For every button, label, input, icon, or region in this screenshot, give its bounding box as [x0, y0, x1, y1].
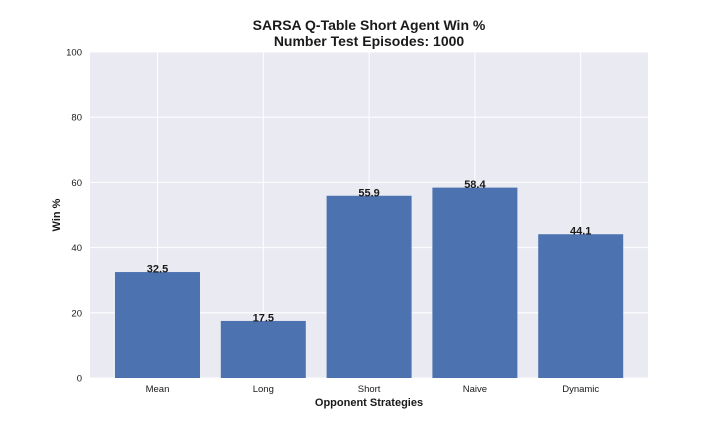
x-tick-label-naive: Naive	[463, 384, 487, 395]
x-tick-label-short: Short	[358, 384, 381, 395]
y-tick-label: 60	[71, 178, 82, 189]
data-label-mean: 32.5	[147, 264, 168, 276]
y-tick-label: 80	[71, 113, 82, 124]
data-label-short: 55.9	[358, 187, 379, 199]
bar-dynamic	[538, 234, 624, 378]
bars	[115, 187, 624, 378]
y-tick-label: 0	[77, 374, 82, 385]
x-tick-label-mean: Mean	[146, 384, 170, 395]
x-axis-label: Opponent Strategies	[315, 397, 423, 409]
data-label-naive: 58.4	[464, 179, 486, 191]
bar-naive	[432, 187, 518, 378]
x-tick-label-long: Long	[253, 384, 274, 395]
x-tick-label-dynamic: Dynamic	[562, 384, 599, 395]
y-axis-ticks: 0 20 40 60 80 100	[66, 48, 82, 385]
data-labels: 32.5 17.5 55.9 58.4 44.1	[147, 179, 592, 324]
data-label-long: 17.5	[253, 312, 274, 324]
y-tick-label: 40	[71, 243, 82, 254]
x-axis-ticks: Mean Long Short Naive Dynamic	[146, 384, 600, 395]
chart-title: SARSA Q-Table Short Agent Win %	[253, 17, 486, 33]
bar-long	[220, 320, 306, 378]
y-tick-label: 100	[66, 48, 82, 59]
bar-short	[326, 195, 412, 378]
y-axis-label: Win %	[51, 198, 63, 231]
bar-mean	[115, 272, 200, 378]
data-label-dynamic: 44.1	[570, 226, 591, 238]
y-tick-label: 20	[71, 308, 82, 319]
chart-subtitle: Number Test Episodes: 1000	[274, 33, 465, 49]
